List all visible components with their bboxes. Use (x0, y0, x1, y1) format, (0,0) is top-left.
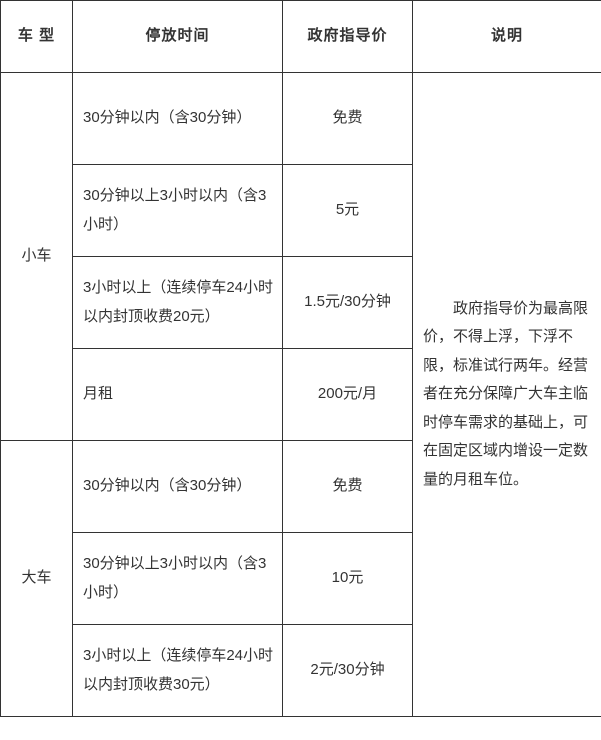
cell-time: 30分钟以上3小时以内（含3小时） (73, 165, 283, 257)
cell-note: 政府指导价为最高限价，不得上浮，下浮不限，标准试行两年。经营者在充分保障广大车主… (413, 73, 601, 717)
cell-price: 5元 (283, 165, 413, 257)
table-header-row: 车 型 停放时间 政府指导价 说明 (1, 1, 601, 73)
cell-time: 月租 (73, 349, 283, 441)
cell-type-large: 大车 (1, 441, 73, 717)
cell-time: 3小时以上（连续停车24小时以内封顶收费20元） (73, 257, 283, 349)
cell-price: 1.5元/30分钟 (283, 257, 413, 349)
cell-price: 免费 (283, 73, 413, 165)
parking-price-table: 车 型 停放时间 政府指导价 说明 小车 30分钟以内（含30分钟） 免费 政府… (0, 0, 601, 717)
header-type: 车 型 (1, 1, 73, 73)
cell-time: 30分钟以内（含30分钟） (73, 73, 283, 165)
cell-price: 200元/月 (283, 349, 413, 441)
header-note: 说明 (413, 1, 601, 73)
cell-time: 30分钟以内（含30分钟） (73, 441, 283, 533)
cell-time: 3小时以上（连续停车24小时以内封顶收费30元） (73, 625, 283, 717)
cell-time: 30分钟以上3小时以内（含3小时） (73, 533, 283, 625)
cell-price: 10元 (283, 533, 413, 625)
cell-price: 2元/30分钟 (283, 625, 413, 717)
header-price: 政府指导价 (283, 1, 413, 73)
cell-type-small: 小车 (1, 73, 73, 441)
table-row: 小车 30分钟以内（含30分钟） 免费 政府指导价为最高限价，不得上浮，下浮不限… (1, 73, 601, 165)
cell-price: 免费 (283, 441, 413, 533)
header-time: 停放时间 (73, 1, 283, 73)
